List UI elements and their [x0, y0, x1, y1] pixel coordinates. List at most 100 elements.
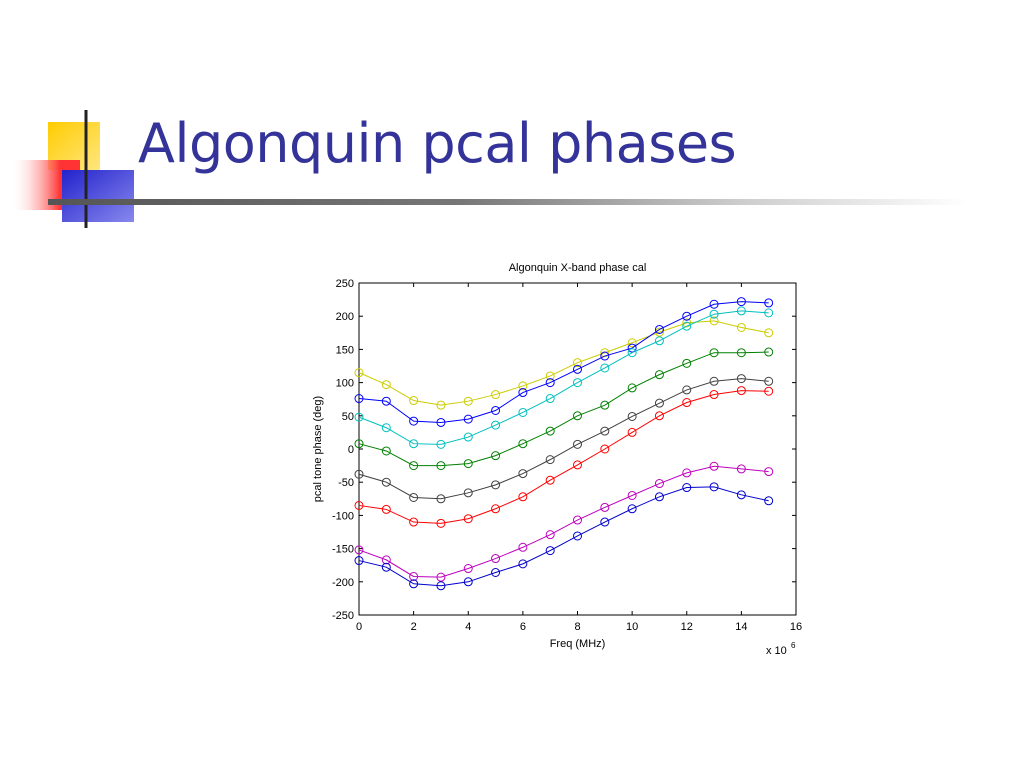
- x-tick-label: 0: [356, 621, 362, 633]
- data-point-series-3: [463, 432, 473, 442]
- data-point-series-4: [600, 400, 610, 410]
- y-tick-label: -200: [332, 577, 354, 589]
- data-point-series-7: [600, 502, 610, 512]
- phase-cal-chart: 0 2 4 6 8 10 12 14 16 250 200 150 100 50 0 -50 -100 -150 -…: [312, 262, 802, 657]
- data-point-series-3: [354, 412, 364, 422]
- y-tick-label: 0: [348, 444, 354, 456]
- data-point-series-2: [654, 324, 664, 334]
- x-tick-label: 4: [465, 621, 471, 633]
- data-point-series-7: [545, 530, 555, 540]
- logo-blue-square: [62, 170, 134, 222]
- data-point-series-1: [491, 390, 501, 400]
- x-tick-label: 6: [520, 621, 526, 633]
- y-tick-label: -50: [338, 477, 354, 489]
- data-point-series-2: [709, 299, 719, 309]
- data-point-series-1: [709, 316, 719, 326]
- data-point-series-1: [764, 328, 774, 338]
- data-point-series-2: [627, 343, 637, 353]
- data-point-series-5: [709, 376, 719, 386]
- x-tick-label: 10: [626, 621, 638, 633]
- data-point-series-5: [354, 469, 364, 479]
- data-point-series-1: [627, 338, 637, 348]
- data-point-series-5: [573, 439, 582, 449]
- data-point-series-8: [381, 562, 391, 572]
- data-point-series-4: [381, 446, 391, 456]
- data-point-series-1: [409, 396, 419, 406]
- data-point-series-1: [600, 348, 610, 358]
- data-point-series-7: [627, 490, 637, 500]
- data-point-series-5: [682, 385, 692, 395]
- data-point-series-1: [354, 368, 364, 378]
- plot-area: [358, 282, 797, 616]
- data-point-series-1: [682, 318, 692, 328]
- x-tick-label: 8: [574, 621, 580, 633]
- data-point-series-3: [381, 423, 391, 433]
- data-point-series-5: [491, 480, 501, 490]
- data-point-series-1: [463, 396, 473, 406]
- data-point-series-5: [381, 477, 391, 487]
- data-point-series-8: [573, 531, 582, 541]
- data-point-series-7: [409, 571, 419, 581]
- data-point-series-2: [736, 297, 746, 307]
- data-point-series-5: [545, 455, 555, 465]
- y-tick-label: 50: [342, 411, 354, 423]
- data-point-series-2: [463, 414, 473, 424]
- data-point-series-4: [764, 347, 774, 357]
- data-point-series-5: [736, 374, 746, 384]
- data-point-series-7: [573, 515, 582, 525]
- data-point-series-7: [764, 467, 774, 477]
- series-line-8: [358, 486, 769, 587]
- data-point-series-6: [354, 500, 364, 510]
- series-line-4: [358, 351, 769, 467]
- data-point-series-3: [654, 336, 664, 346]
- data-point-series-6: [381, 504, 391, 514]
- data-point-series-3: [573, 378, 582, 388]
- data-point-series-7: [354, 545, 364, 555]
- data-point-series-1: [545, 371, 555, 381]
- data-point-series-5: [654, 398, 664, 408]
- data-point-series-1: [381, 380, 391, 390]
- data-point-series-2: [764, 298, 774, 308]
- data-point-series-4: [545, 426, 555, 436]
- data-point-series-3: [436, 439, 446, 449]
- data-point-series-2: [436, 417, 446, 427]
- data-point-series-2: [518, 388, 528, 398]
- series-line-1: [358, 320, 769, 406]
- data-point-series-6: [545, 475, 555, 485]
- x-tick-label: 14: [735, 621, 747, 633]
- data-point-series-2: [381, 396, 391, 406]
- data-point-series-4: [682, 358, 692, 368]
- data-point-series-3: [491, 420, 501, 430]
- data-point-series-6: [436, 518, 446, 528]
- data-point-series-3: [736, 306, 746, 316]
- data-point-series-6: [682, 398, 692, 408]
- data-point-series-6: [654, 411, 664, 421]
- x-tick-label: 12: [681, 621, 693, 633]
- data-point-series-6: [518, 492, 528, 502]
- data-point-series-2: [545, 378, 555, 388]
- data-point-series-2: [573, 364, 582, 374]
- data-point-series-3: [409, 439, 419, 449]
- data-point-series-1: [573, 358, 582, 368]
- data-point-series-2: [682, 311, 692, 321]
- y-tick-label: -150: [332, 544, 354, 556]
- data-point-series-7: [682, 468, 692, 478]
- data-point-series-3: [709, 309, 719, 319]
- chart-title: Algonquin X-band phase cal: [509, 262, 647, 274]
- x-axis-label: Freq (MHz): [550, 638, 606, 650]
- data-point-series-4: [409, 461, 419, 471]
- data-point-series-4: [654, 370, 664, 380]
- data-point-series-3: [518, 407, 528, 417]
- x-multiplier-label: x 10: [766, 645, 787, 657]
- title-underline: [48, 199, 968, 205]
- x-tick-label: 2: [411, 621, 417, 633]
- data-point-series-6: [627, 427, 637, 437]
- data-point-series-8: [436, 581, 446, 591]
- data-point-series-4: [709, 348, 719, 358]
- data-point-series-4: [736, 348, 746, 358]
- data-point-series-4: [463, 459, 473, 469]
- data-point-series-6: [463, 514, 473, 524]
- data-point-series-1: [736, 322, 746, 332]
- data-point-series-6: [409, 517, 419, 527]
- y-tick-label: 150: [336, 344, 354, 356]
